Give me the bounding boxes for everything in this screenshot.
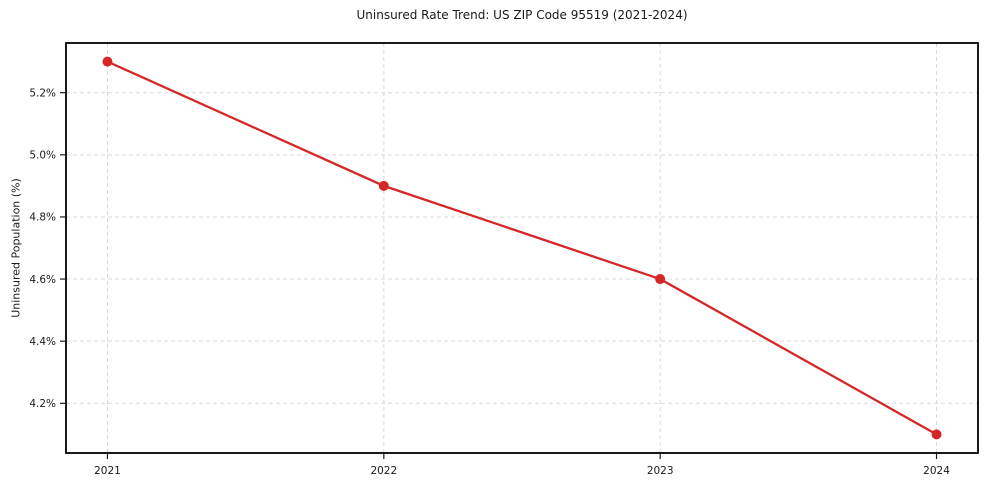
- plot-border: [65, 42, 979, 454]
- y-tick-label-4.8%: 4.8%: [29, 212, 56, 224]
- y-tick-label-4.4%: 4.4%: [29, 336, 56, 348]
- x-tick-label-2024: 2024: [923, 465, 950, 477]
- y-tick-label-4.2%: 4.2%: [29, 398, 56, 410]
- x-tick-label-2022: 2022: [370, 465, 397, 477]
- trend-line: [106, 60, 938, 436]
- y-tick-label-4.6%: 4.6%: [29, 274, 56, 286]
- data-point-2021: [102, 56, 113, 67]
- y-tick-label-5.2%: 5.2%: [29, 87, 56, 99]
- chart-title: Uninsured Rate Trend: US ZIP Code 95519 …: [356, 8, 688, 22]
- data-point-2023: [655, 274, 666, 285]
- y-tick-label-5.0%: 5.0%: [29, 150, 56, 162]
- data-point-2022: [378, 180, 389, 191]
- x-tick-label-2021: 2021: [94, 465, 121, 477]
- data-point-2024: [931, 429, 942, 440]
- x-tick-label-2023: 2023: [647, 465, 674, 477]
